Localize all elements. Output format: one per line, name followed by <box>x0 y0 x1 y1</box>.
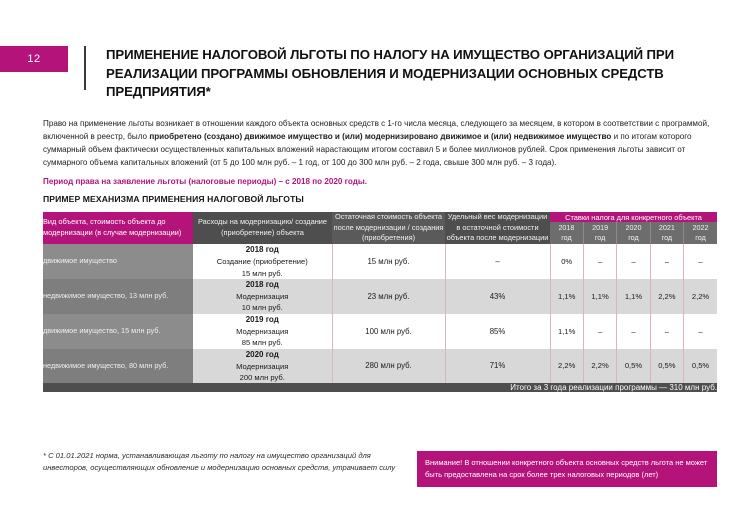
cell-rate-2020: – <box>616 313 651 349</box>
header-year-2022-number: 2022 <box>692 223 709 233</box>
tax-benefit-example-table: Вид объекта, стоимость объекта до модерн… <box>43 212 717 393</box>
cell-cost-year: 2019 год <box>245 314 279 324</box>
cell-cost-amount: 15 млн руб. <box>241 268 283 278</box>
slide-header: 12 ПРИМЕНЕНИЕ НАЛОГОВОЙ ЛЬГОТЫ ПО НАЛОГУ… <box>0 46 750 99</box>
header-year-2021: 2021 год <box>649 222 684 245</box>
cell-rate-2018: 0% <box>550 244 584 279</box>
cell-rate-2019: – <box>583 244 618 279</box>
table-head: Вид объекта, стоимость объекта до модерн… <box>43 212 717 245</box>
cell-object-type: недвижимое имущество, 13 млн руб. <box>43 278 193 314</box>
table-row: недвижимое имущество, 13 млн руб. 2018 г… <box>43 278 717 314</box>
page-title: ПРИМЕНЕНИЕ НАЛОГОВОЙ ЛЬГОТЫ ПО НАЛОГУ НА… <box>106 47 674 100</box>
header-group-tax-rates: Ставки налога для конкретного объекта <box>550 212 717 223</box>
cell-modernization-share: 71% <box>445 348 551 384</box>
section-caption: ПРИМЕР МЕХАНИЗМА ПРИМЕНЕНИЯ НАЛОГОВОЙ ЛЬ… <box>43 194 304 204</box>
cell-cost-amount: 200 млн руб. <box>239 372 285 382</box>
cell-cost-action: Создание (приобретение) <box>216 257 308 267</box>
total-label: Итого за 3 года реализации программы — 3… <box>43 383 717 393</box>
cell-cost-action: Модернизация <box>236 291 289 301</box>
header-year-2018: 2018 год <box>550 222 584 245</box>
cell-rate-2020: – <box>616 244 651 279</box>
table-header-row-top: Вид объекта, стоимость объекта до модерн… <box>43 212 717 245</box>
intro-text-bold: приобретено (создано) движимое имущество… <box>149 132 612 142</box>
header-year-2022: 2022 год <box>683 222 717 245</box>
table-header-row-years: 2018 год 2019 год 2020 год 2021 год 2022 <box>43 222 717 245</box>
cell-residual-value: 15 млн руб. <box>332 244 446 279</box>
cell-rate-2022: 2,2% <box>683 278 717 314</box>
table-total-row: Итого за 3 года реализации программы — 3… <box>43 383 717 393</box>
cell-rate-2019: 1,1% <box>583 278 618 314</box>
header-year-2020-word: год <box>628 233 639 243</box>
cell-modernization-cost: 2018 год Модернизация 10 млн руб. <box>193 278 333 314</box>
cell-residual-value: 23 млн руб. <box>332 278 446 314</box>
cell-rate-2021: 2,2% <box>650 278 685 314</box>
cell-modernization-share: 85% <box>445 313 551 349</box>
cell-rate-2021: 0,5% <box>650 348 685 384</box>
table-row: движимое имущество, 15 млн руб. 2019 год… <box>43 313 717 349</box>
header-year-2021-word: год <box>661 233 673 243</box>
cell-object-type: движимое имущество, 15 млн руб. <box>43 313 193 349</box>
header-year-2019-word: год <box>594 233 606 243</box>
page-number-badge: 12 <box>0 46 68 72</box>
header-col-object-type: Вид объекта, стоимость объекта до модерн… <box>43 212 193 245</box>
cell-modernization-share: – <box>445 244 551 279</box>
intro-paragraph: Право на применение льготы возникает в о… <box>43 117 715 189</box>
header-year-2020: 2020 год <box>616 222 651 245</box>
table-row: движимое имущество 2018 год Создание (пр… <box>43 244 717 279</box>
table-body: движимое имущество 2018 год Создание (пр… <box>43 244 717 393</box>
header-year-2018-number: 2018 <box>558 223 575 233</box>
cell-modernization-cost: 2018 год Создание (приобретение) 15 млн … <box>193 244 333 279</box>
cell-cost-year: 2020 год <box>245 349 279 359</box>
intro-text-part1: Право на применение льготы возникает в о… <box>43 119 710 142</box>
cell-cost-year: 2018 год <box>245 245 279 255</box>
cell-rate-2022: 0,5% <box>683 348 717 384</box>
header-year-2020-number: 2020 <box>625 223 642 233</box>
cell-rate-2021: – <box>650 313 685 349</box>
cell-rate-2018: 2,2% <box>550 348 584 384</box>
header-divider <box>84 46 86 90</box>
cell-residual-value: 100 млн руб. <box>332 313 446 349</box>
cell-rate-2019: – <box>583 313 618 349</box>
cell-object-type: движимое имущество <box>43 244 193 279</box>
header-year-2018-word: год <box>561 233 572 243</box>
intro-text-part2: и по итогам которого суммарный объем фак… <box>43 132 692 168</box>
cell-modernization-cost: 2020 год Модернизация 200 млн руб. <box>193 348 333 384</box>
header-col-modernization-cost: Расходы на модернизацию/ создание (приоб… <box>193 212 332 245</box>
cell-rate-2022: – <box>683 313 717 349</box>
cell-cost-amount: 10 млн руб. <box>241 303 283 313</box>
benefit-period-note: Период права на заявление льготы (налого… <box>43 177 368 187</box>
cell-rate-2020: 1,1% <box>616 278 651 314</box>
header-col-modernization-share: Удельный вес модернизации в остаточной с… <box>445 212 550 245</box>
example-table-wrapper: Вид объекта, стоимость объекта до модерн… <box>43 212 717 393</box>
cell-rate-2022: – <box>683 244 717 279</box>
cell-cost-year: 2018 год <box>245 279 279 289</box>
cell-modernization-share: 43% <box>445 278 551 314</box>
header-col-residual-value: Остаточная стоимость объекта после модер… <box>332 212 445 245</box>
cell-modernization-cost: 2019 год Модернизация 85 млн руб. <box>193 313 333 349</box>
cell-cost-action: Модернизация <box>236 361 289 371</box>
cell-residual-value: 280 млн руб. <box>332 348 446 384</box>
cell-cost-amount: 85 млн руб. <box>241 338 283 348</box>
cell-rate-2018: 1,1% <box>550 313 584 349</box>
table-row: недвижимое имущество, 80 млн руб. 2020 г… <box>43 348 717 384</box>
cell-cost-action: Модернизация <box>236 326 289 336</box>
header-year-2021-number: 2021 <box>658 223 675 233</box>
cell-rate-2021: – <box>650 244 685 279</box>
cell-rate-2020: 0,5% <box>616 348 651 384</box>
warning-box: Внимание! В отношении конкретного объект… <box>417 451 717 488</box>
cell-rate-2019: 2,2% <box>583 348 618 384</box>
header-year-2019: 2019 год <box>582 222 617 245</box>
cell-object-type: недвижимое имущество, 80 млн руб. <box>43 348 193 384</box>
footnote-text: * С 01.01.2021 норма, устанавливающая ль… <box>43 451 396 473</box>
header-year-2019-number: 2019 <box>592 223 609 233</box>
header-year-2022-word: год <box>695 233 706 243</box>
cell-rate-2018: 1,1% <box>550 278 584 314</box>
